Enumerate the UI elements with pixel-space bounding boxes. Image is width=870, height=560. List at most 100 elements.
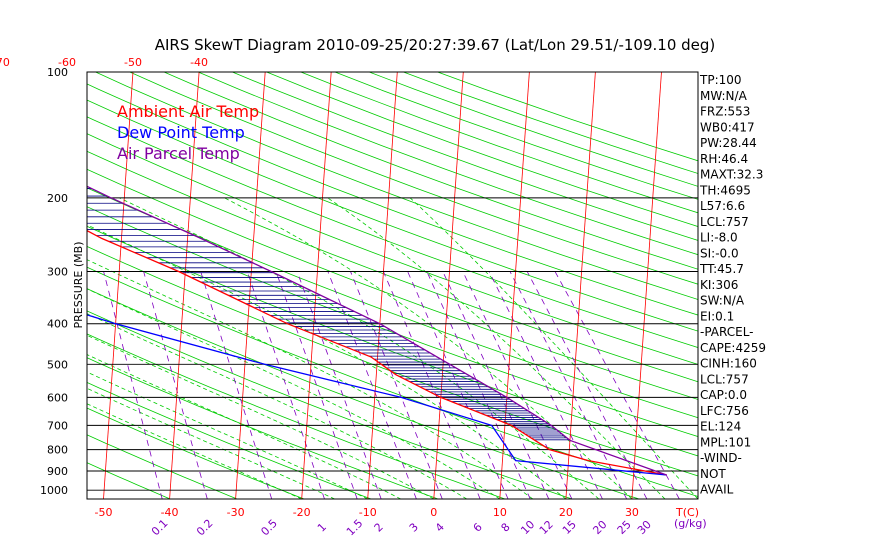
stability-index: CAPE:4259	[700, 341, 766, 355]
mixing-ratio-label: 3	[407, 520, 421, 534]
mixing-ratio-labels: 0.1 0.2 0.5 1 1.5 2 3 4 6 8 10 12 15 20 25 30	[149, 517, 654, 539]
isotherm-line	[433, 72, 464, 499]
bottom-temp-tick-label: -40	[161, 506, 179, 519]
chart-title: AIRS SkewT Diagram 2010-09-25/20:27:39.6…	[155, 36, 716, 54]
dry-adiabat-line	[87, 434, 238, 499]
mixing-ratio-label: 1.5	[344, 517, 366, 539]
mixing-ratio-line	[275, 271, 358, 499]
mixing-ratio-line	[462, 271, 573, 499]
dry-adiabat-line	[128, 72, 698, 285]
mixing-ratio-line	[509, 271, 628, 499]
stability-index: AVAIL	[700, 483, 734, 497]
bottom-temp-tick-label: 10	[493, 506, 507, 519]
pressure-tick-label: 900	[47, 465, 68, 478]
mixing-ratio-label: 0.5	[258, 517, 280, 539]
dry-adiabat-line	[163, 72, 698, 270]
mixing-ratio-line	[200, 271, 273, 499]
dry-adiabat-line	[87, 168, 698, 400]
moist-adiabat-line	[87, 387, 335, 499]
stability-index: CAP:0.0	[700, 388, 747, 402]
y-axis-label: PRESSURE (MB)	[72, 242, 85, 329]
pressure-tick-label: 500	[47, 358, 68, 371]
isotherm-line	[0, 53, 2, 499]
dry-adiabats	[87, 72, 698, 499]
stability-index: SW:N/A	[700, 294, 745, 308]
isotherm-line	[631, 72, 662, 499]
mixing-ratio-label: 4	[433, 520, 447, 534]
top-temp-tick-label: -40	[190, 56, 208, 69]
isotherm-line	[301, 72, 332, 499]
dry-adiabat-line	[87, 462, 171, 499]
isotherms	[0, 53, 861, 499]
bottom-temp-tick-label: -10	[359, 506, 377, 519]
dry-adiabat-line	[402, 72, 698, 174]
mixing-ratio-label: 0.2	[194, 517, 216, 539]
pressure-tick-labels: 100 200 300 400 500 600 700 800 900 1000	[40, 66, 68, 497]
stability-index: KI:306	[700, 278, 738, 292]
dry-adiabat-line	[87, 83, 698, 316]
mixing-ratio-label: 0.1	[149, 517, 171, 539]
stability-index: TH:4695	[699, 183, 751, 197]
stability-index: -WIND-	[700, 451, 742, 465]
stability-index: L57:6.6	[700, 199, 745, 213]
plot-area	[0, 53, 861, 499]
isotherm-line	[565, 72, 596, 499]
dry-adiabat-line	[299, 72, 698, 214]
mixing-ratio-unit-label: (g/kg)	[674, 517, 707, 530]
stability-index: PW:28.44	[700, 136, 757, 150]
mixing-ratio-line	[442, 271, 550, 499]
dry-adiabat-line	[436, 72, 698, 162]
ambient-temp-line	[87, 229, 667, 476]
mixing-ratio-line	[296, 271, 382, 499]
stability-index: -PARCEL-	[700, 325, 754, 339]
moist-adiabat-line	[409, 197, 698, 499]
dry-adiabat-line	[94, 72, 698, 300]
stability-index: EL:124	[700, 420, 741, 434]
stability-index: MW:N/A	[700, 89, 748, 103]
mixing-ratio-line	[350, 271, 443, 499]
dry-adiabat-line	[87, 225, 698, 457]
mixing-ratio-line	[246, 271, 325, 499]
bottom-temp-tick-label: 0	[430, 506, 437, 519]
stability-index: CINH:160	[700, 357, 757, 371]
isotherm-line	[764, 53, 795, 499]
top-temp-tick-label: -60	[58, 56, 76, 69]
pressure-lines	[87, 72, 698, 491]
stability-index: LFC:756	[700, 404, 749, 418]
pressure-tick-label: 600	[47, 391, 68, 404]
pressure-tick-label: 300	[47, 266, 68, 279]
stability-index: TT:45.7	[699, 262, 744, 276]
moist-adiabat-line	[224, 197, 633, 499]
isotherm-line	[367, 72, 398, 499]
mixing-ratio-line	[327, 271, 417, 499]
stability-index: TP:100	[699, 73, 742, 87]
isotherm-line	[103, 72, 134, 499]
dewpoint-temp-line	[87, 314, 667, 476]
mixing-ratio-label: 2	[372, 520, 386, 534]
mixing-ratio-label: 25	[615, 518, 634, 537]
pressure-tick-label: 400	[47, 318, 68, 331]
legend: Ambient Air Temp Dew Point Temp Air Parc…	[117, 102, 259, 163]
bottom-temp-tick-label: -30	[227, 506, 245, 519]
bottom-temp-tick-label: 20	[559, 506, 573, 519]
mixing-ratio-label: 10	[518, 518, 537, 537]
mixing-ratio-label: 8	[499, 520, 513, 534]
stability-index: LCL:757	[700, 215, 749, 229]
stability-index: LCL:757	[700, 372, 749, 386]
isotherm-line	[830, 53, 861, 499]
mixing-ratio-label: 1	[315, 520, 329, 534]
dry-adiabat-line	[197, 72, 698, 256]
mixing-ratio-lines	[103, 271, 680, 499]
dry-adiabat-line	[87, 245, 698, 477]
mixing-ratio-label: 12	[537, 518, 556, 537]
mixing-ratio-label: 6	[471, 520, 485, 534]
stability-index: EI:0.1	[700, 309, 734, 323]
dry-adiabat-line	[368, 72, 698, 187]
pressure-tick-label: 700	[47, 419, 68, 432]
moist-adiabat-line	[87, 403, 302, 499]
bottom-temperature-ticks: -50 -40 -30 -20 -10 0 10 20 30	[95, 506, 639, 519]
moist-adiabat-line	[87, 354, 401, 499]
dry-adiabat-line	[87, 187, 698, 419]
